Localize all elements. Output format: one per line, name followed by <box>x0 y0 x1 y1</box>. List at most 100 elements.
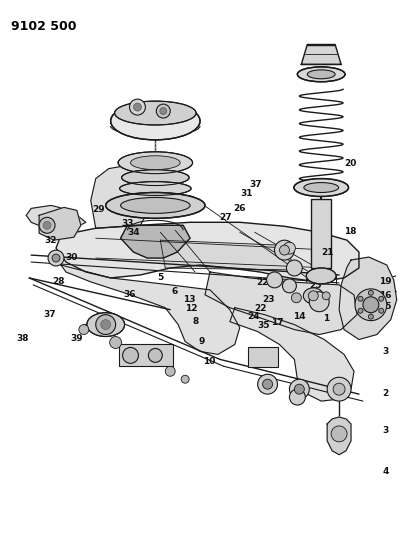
Circle shape <box>263 379 272 389</box>
Circle shape <box>110 336 122 349</box>
Circle shape <box>331 426 347 442</box>
Circle shape <box>358 296 363 301</box>
Text: 26: 26 <box>233 204 246 213</box>
Ellipse shape <box>120 197 190 213</box>
Text: 35: 35 <box>127 204 139 213</box>
Polygon shape <box>327 417 351 455</box>
Text: 14: 14 <box>293 312 306 321</box>
Polygon shape <box>91 166 150 228</box>
Text: 36: 36 <box>123 290 135 299</box>
Text: 21: 21 <box>322 248 334 257</box>
Circle shape <box>327 377 351 401</box>
Polygon shape <box>26 205 86 235</box>
Circle shape <box>39 217 55 233</box>
Circle shape <box>291 293 301 303</box>
Circle shape <box>286 260 302 276</box>
Text: 9: 9 <box>198 337 205 345</box>
Circle shape <box>368 314 373 319</box>
Circle shape <box>294 384 304 394</box>
Text: 12: 12 <box>185 304 197 313</box>
Text: 4: 4 <box>383 467 389 476</box>
Circle shape <box>48 250 64 266</box>
Circle shape <box>322 292 330 300</box>
Text: 8: 8 <box>192 317 199 326</box>
Circle shape <box>101 320 111 329</box>
Circle shape <box>122 348 139 364</box>
Polygon shape <box>205 272 357 335</box>
Circle shape <box>148 349 162 362</box>
Text: 39: 39 <box>71 334 83 343</box>
Circle shape <box>129 99 145 115</box>
Text: 15: 15 <box>379 302 391 311</box>
Bar <box>119 344 173 366</box>
Bar <box>248 348 277 367</box>
Ellipse shape <box>131 156 180 169</box>
Circle shape <box>79 325 89 335</box>
Text: 5: 5 <box>157 272 164 281</box>
Circle shape <box>52 254 60 262</box>
Circle shape <box>363 297 379 313</box>
Circle shape <box>267 272 282 288</box>
Text: 19: 19 <box>379 277 391 286</box>
Circle shape <box>308 291 318 301</box>
Circle shape <box>358 308 363 313</box>
Circle shape <box>368 290 373 295</box>
Circle shape <box>282 279 296 293</box>
Polygon shape <box>160 240 299 270</box>
Ellipse shape <box>304 183 339 192</box>
Ellipse shape <box>303 288 323 304</box>
Text: 3: 3 <box>382 346 388 356</box>
Ellipse shape <box>120 182 191 196</box>
Text: 27: 27 <box>219 213 231 222</box>
Polygon shape <box>120 225 190 258</box>
Text: 3: 3 <box>383 426 389 435</box>
Text: 37: 37 <box>43 310 56 319</box>
Text: 6: 6 <box>172 287 178 296</box>
Text: 17: 17 <box>270 318 283 327</box>
Text: 1: 1 <box>323 314 329 323</box>
Polygon shape <box>339 257 397 340</box>
Text: 18: 18 <box>344 227 357 236</box>
Text: 9102 500: 9102 500 <box>12 20 77 33</box>
Circle shape <box>379 296 384 301</box>
Text: 24: 24 <box>247 312 260 321</box>
Text: 23: 23 <box>263 295 275 304</box>
Circle shape <box>333 383 345 395</box>
Ellipse shape <box>122 169 189 185</box>
Polygon shape <box>230 308 354 401</box>
Circle shape <box>355 289 387 321</box>
Text: 10: 10 <box>203 357 215 366</box>
Text: 35: 35 <box>258 321 270 330</box>
Ellipse shape <box>118 152 193 174</box>
Ellipse shape <box>87 313 125 336</box>
Ellipse shape <box>298 67 345 82</box>
Text: 11: 11 <box>132 357 144 366</box>
Text: 7: 7 <box>83 325 89 334</box>
Circle shape <box>96 314 115 335</box>
Text: 22: 22 <box>256 278 269 287</box>
Ellipse shape <box>306 268 336 284</box>
Circle shape <box>309 292 329 312</box>
Text: 34: 34 <box>127 228 140 237</box>
Circle shape <box>134 103 141 111</box>
Ellipse shape <box>294 179 349 197</box>
Polygon shape <box>39 207 81 240</box>
Circle shape <box>160 108 167 115</box>
Circle shape <box>275 240 294 260</box>
Circle shape <box>289 379 309 399</box>
Circle shape <box>289 389 305 405</box>
Text: 25: 25 <box>309 281 322 290</box>
Text: 28: 28 <box>52 277 65 286</box>
Circle shape <box>165 366 175 376</box>
Text: 32: 32 <box>44 236 57 245</box>
Circle shape <box>156 104 170 118</box>
Polygon shape <box>61 265 240 354</box>
Text: 37: 37 <box>249 180 262 189</box>
Ellipse shape <box>307 70 335 79</box>
Text: 31: 31 <box>240 189 253 198</box>
Text: 16: 16 <box>379 291 391 300</box>
Ellipse shape <box>106 192 205 219</box>
Text: 2: 2 <box>382 389 388 398</box>
Ellipse shape <box>115 101 196 125</box>
Text: 20: 20 <box>344 159 357 168</box>
